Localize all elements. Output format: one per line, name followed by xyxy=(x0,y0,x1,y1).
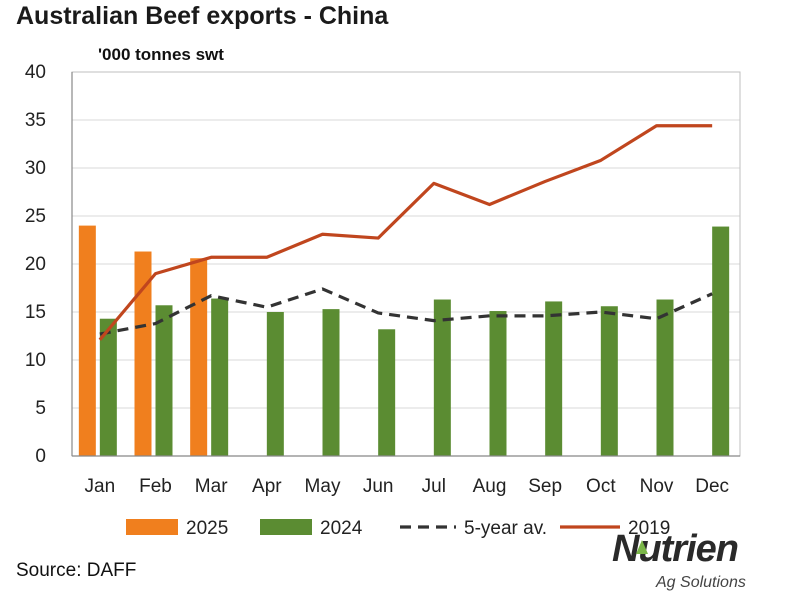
bar-2024 xyxy=(322,309,340,456)
bar-2024 xyxy=(656,299,674,456)
x-tick-label: Mar xyxy=(195,476,228,497)
line-series-2019 xyxy=(98,124,713,341)
y-tick-label: 35 xyxy=(25,110,46,131)
leaf-icon xyxy=(636,540,648,554)
x-tick-label: May xyxy=(305,476,341,497)
chart-title: Australian Beef exports - China xyxy=(16,2,389,30)
bar-2024 xyxy=(489,311,507,456)
x-tick-label: Jul xyxy=(422,476,446,497)
legend-swatch-2025 xyxy=(126,519,178,535)
y-tick-label: 40 xyxy=(25,62,46,83)
lines xyxy=(98,124,713,341)
legend-swatch-2024 xyxy=(260,519,312,535)
x-tick-label: Sep xyxy=(528,476,562,497)
bar-2024 xyxy=(99,318,117,456)
source-note: Source: DAFF xyxy=(16,560,137,581)
bar-2024 xyxy=(155,305,173,456)
x-tick-labels: Jan Feb Mar Apr May Jun Jul Aug Sep Oct Nov Dec xyxy=(85,476,730,497)
nutrien-logo: Nutrien Ag Solutions xyxy=(612,528,792,598)
bar-2024 xyxy=(266,312,284,456)
bar-2025 xyxy=(190,258,208,456)
bar-2025 xyxy=(78,225,96,456)
bar-2024 xyxy=(545,301,563,456)
x-tick-label: Apr xyxy=(252,476,282,497)
y-axis-label: '000 tonnes swt xyxy=(98,45,224,64)
logo-tagline: Ag Solutions xyxy=(656,574,746,591)
y-tick-label: 10 xyxy=(25,350,46,371)
x-tick-label: Jun xyxy=(363,476,394,497)
line-series-5-year-av- xyxy=(99,287,713,336)
y-tick-label: 15 xyxy=(25,302,46,323)
y-tick-labels: 0 5 10 15 20 25 30 35 40 xyxy=(25,62,46,467)
x-tick-label: Oct xyxy=(586,476,616,497)
logo-name: Nutrien xyxy=(612,528,739,570)
y-tick-label: 30 xyxy=(25,158,46,179)
legend-label-2024: 2024 xyxy=(320,518,363,539)
x-tick-label: Jan xyxy=(85,476,116,497)
x-tick-label: Aug xyxy=(473,476,507,497)
bar-2024 xyxy=(712,226,730,456)
legend-label-5-year-av-: 5-year av. xyxy=(464,518,547,539)
bar-2024 xyxy=(600,306,618,456)
y-tick-label: 0 xyxy=(35,446,46,467)
legend-label-2025: 2025 xyxy=(186,518,228,539)
x-tick-label: Dec xyxy=(695,476,729,497)
y-tick-label: 25 xyxy=(25,206,46,227)
bars xyxy=(78,225,730,456)
axes xyxy=(71,71,741,457)
legend: 2025 2024 5-year av. 2019 xyxy=(126,518,670,539)
legend-label-2019: 2019 xyxy=(628,518,670,539)
bar-2024 xyxy=(211,298,229,456)
x-tick-label: Feb xyxy=(139,476,172,497)
bar-2024 xyxy=(378,329,396,456)
y-tick-label: 20 xyxy=(25,254,46,275)
x-tick-label: Nov xyxy=(640,476,674,497)
bar-2025 xyxy=(134,251,152,456)
bar-2024 xyxy=(433,299,451,456)
y-tick-label: 5 xyxy=(35,398,46,419)
